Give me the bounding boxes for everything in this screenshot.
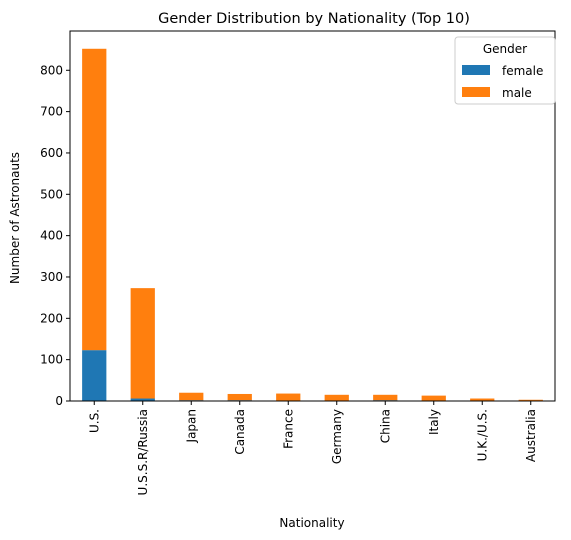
bar-male-8	[470, 399, 494, 401]
y-tick-label: 0	[55, 394, 63, 408]
x-axis-ticks: U.S. U.S.S.R/Russia Japan Canada France Germa…	[87, 401, 538, 495]
y-tick-label: 200	[40, 311, 63, 325]
bar-male-0	[82, 49, 106, 350]
x-tick-label: Germany	[330, 409, 344, 464]
x-tick-label: China	[378, 409, 392, 443]
x-tick-label: Canada	[233, 409, 247, 455]
bar-male-6	[373, 395, 397, 400]
y-tick-label: 600	[40, 146, 63, 160]
y-tick-label: 500	[40, 187, 63, 201]
legend-swatch-male	[462, 87, 490, 97]
legend-swatch-female	[462, 65, 490, 75]
x-tick-label: Japan	[184, 409, 198, 443]
bar-male-1	[131, 288, 155, 398]
bar-male-2	[179, 393, 203, 400]
y-tick-label: 700	[40, 105, 63, 119]
legend-title: Gender	[483, 42, 527, 56]
y-tick-label: 100	[40, 353, 63, 367]
bar-male-4	[276, 394, 300, 401]
x-tick-label: U.K./U.S.	[475, 409, 489, 461]
y-axis-title: Number of Astronauts	[8, 152, 22, 284]
bar-male-7	[422, 396, 446, 401]
x-tick-label: Australia	[524, 409, 538, 462]
x-tick-label: France	[281, 409, 295, 449]
bar-male-5	[325, 395, 349, 401]
x-axis-title: Nationality	[279, 516, 344, 530]
y-tick-label: 400	[40, 229, 63, 243]
bar-female-0	[82, 350, 106, 401]
y-tick-label: 300	[40, 270, 63, 284]
legend-label-female: female	[502, 64, 543, 78]
y-axis-ticks: 0 100 200 300 400 500 600 700 800	[40, 63, 70, 408]
x-tick-label: U.S.	[87, 409, 101, 433]
y-tick-label: 800	[40, 63, 63, 77]
chart-title: Gender Distribution by Nationality (Top …	[158, 11, 470, 27]
x-tick-label: U.S.S.R/Russia	[136, 409, 150, 495]
legend: Gender female male	[455, 37, 555, 104]
bar-male-3	[228, 394, 252, 400]
x-tick-label: Italy	[427, 409, 441, 435]
legend-label-male: male	[502, 86, 532, 100]
